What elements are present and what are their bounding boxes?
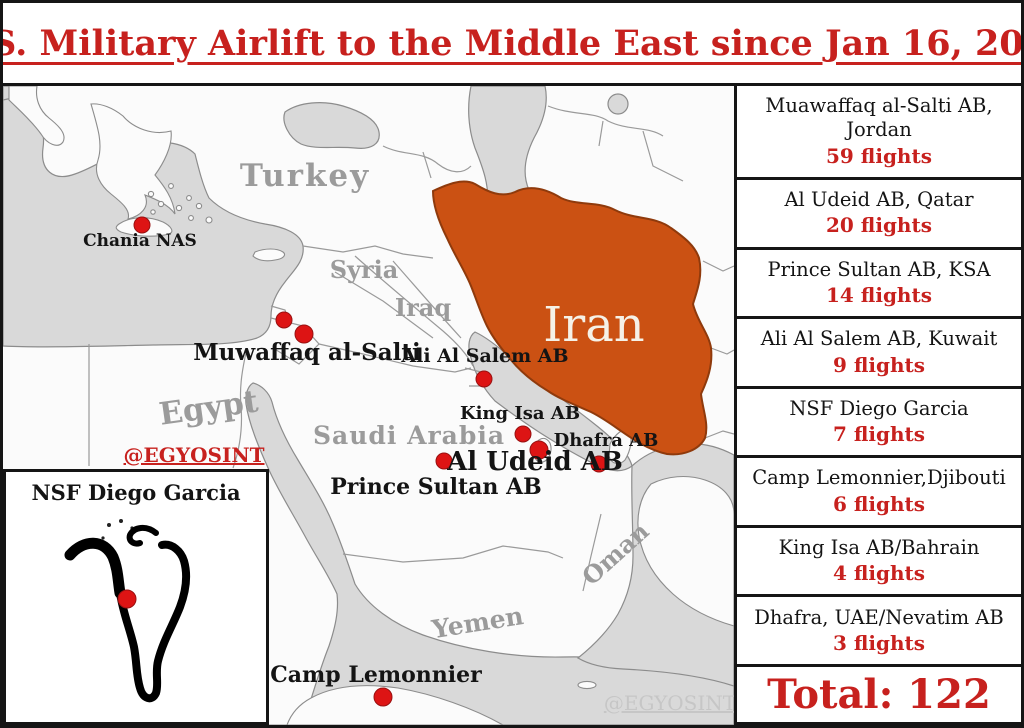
base-label-king-isa: King Isa AB xyxy=(460,403,580,424)
base-dot-prince-sultan xyxy=(435,452,453,470)
country-label-iraq: Iraq xyxy=(395,293,451,322)
cyprus-island xyxy=(252,248,286,262)
country-label-turkey: Turkey xyxy=(240,158,370,194)
rhodes-island xyxy=(205,216,213,224)
base-name: Camp Lemonnier,Djibouti xyxy=(752,466,1006,490)
table-row: Ali Al Salem AB, Kuwait 9 flights xyxy=(737,319,1021,389)
base-dot-ali-al-salem xyxy=(475,370,493,388)
country-label-saudi-arabia: Saudi Arabia xyxy=(313,421,505,450)
diego-garcia-atoll xyxy=(64,519,191,703)
atoll-islets xyxy=(101,519,134,540)
flight-count: 9 flights xyxy=(832,352,926,377)
iran-shape xyxy=(431,180,713,456)
base-name: King Isa AB/Bahrain xyxy=(778,535,980,559)
base-name: Muawaffaq al-Salti AB, Jordan xyxy=(765,94,993,142)
country-borders xyxy=(88,105,735,592)
base-label-al-udeid: Al Udeid AB xyxy=(446,447,623,477)
socotra-island xyxy=(577,680,597,690)
table-row: NSF Diego Garcia 7 flights xyxy=(737,389,1021,459)
base-dot-al-udeid xyxy=(529,440,549,460)
title-bar: U.S. Military Airlift to the Middle East… xyxy=(3,3,1021,86)
total-label: Total: 122 xyxy=(767,671,991,718)
musandam-peninsula xyxy=(608,429,632,465)
base-dots xyxy=(133,216,608,707)
aral-lake xyxy=(607,93,629,115)
base-dot-muwaffaq xyxy=(294,324,314,344)
base-label-prince-sultan: Prince Sultan AB xyxy=(330,474,542,500)
table-row: Dhafra, UAE/Nevatim AB 3 flights xyxy=(737,597,1021,667)
flight-count: 6 flights xyxy=(832,491,926,516)
middle-east-map: Turkey Syria Iraq Egypt Saudi Arabia Oma… xyxy=(3,85,737,725)
flight-count: 20 flights xyxy=(826,213,932,238)
base-name: Prince Sultan AB, KSA xyxy=(767,257,991,281)
base-dot-dhafra xyxy=(590,455,608,473)
diego-garcia-inset: NSF Diego Garcia xyxy=(3,469,269,725)
inset-title: NSF Diego Garcia xyxy=(31,480,241,505)
map-svg: Turkey Syria Iraq Egypt Saudi Arabia Oma… xyxy=(3,85,737,725)
watermark-red: @EGYOSINT xyxy=(124,443,265,467)
table-row: Camp Lemonnier,Djibouti 6 flights xyxy=(737,458,1021,528)
table-row: Al Udeid AB, Qatar 20 flights xyxy=(737,180,1021,250)
italy-boot xyxy=(8,85,65,146)
base-label-chania: Chania NAS xyxy=(83,231,197,251)
flight-count: 59 flights xyxy=(826,143,932,168)
base-label-dhafra: Dhafra AB xyxy=(554,430,659,451)
total-row: Total: 122 xyxy=(737,667,1021,725)
base-dot-chania xyxy=(133,216,151,234)
atoll-outline xyxy=(64,525,191,703)
base-name: Dhafra, UAE/Nevatim AB xyxy=(754,605,1004,629)
base-dot-nevatim xyxy=(275,311,293,329)
base-name: Al Udeid AB, Qatar xyxy=(784,188,974,212)
table-row: Prince Sultan AB, KSA 14 flights xyxy=(737,250,1021,320)
page-title: U.S. Military Airlift to the Middle East… xyxy=(0,22,1024,64)
flight-count: 4 flights xyxy=(832,561,926,586)
base-label-muwaffaq: Muwaffaq al-Salti xyxy=(193,339,421,366)
base-dot-king-isa xyxy=(514,425,532,443)
country-label-iran: Iran xyxy=(543,297,644,353)
base-labels: Chania NAS Muwaffaq al-Salti Ali Al Sale… xyxy=(83,231,658,688)
flight-count: 7 flights xyxy=(832,422,926,447)
table-row: Muawaffaq al-Salti AB, Jordan 59 flights xyxy=(737,86,1021,180)
watermark-gray: @EGYOSINT xyxy=(604,691,734,715)
base-label-camp-lemonnier: Camp Lemonnier xyxy=(270,662,482,688)
flight-table: Muawaffaq al-Salti AB, Jordan 59 flights… xyxy=(734,86,1021,725)
flight-count: 3 flights xyxy=(832,630,926,655)
black-sea xyxy=(283,102,380,149)
base-name: NSF Diego Garcia xyxy=(789,396,969,420)
table-row: King Isa AB/Bahrain 4 flights xyxy=(737,528,1021,598)
oman-land xyxy=(637,475,735,627)
base-dot-camp-lemonnier xyxy=(373,687,393,707)
base-name: Ali Al Salem AB, Kuwait xyxy=(760,327,998,351)
base-label-ali-al-salem: Ali Al Salem AB xyxy=(400,345,568,367)
country-label-syria: Syria xyxy=(330,255,399,284)
base-dot-diego-garcia xyxy=(117,589,137,609)
flight-count: 14 flights xyxy=(826,283,932,307)
island-shapes xyxy=(8,85,735,725)
